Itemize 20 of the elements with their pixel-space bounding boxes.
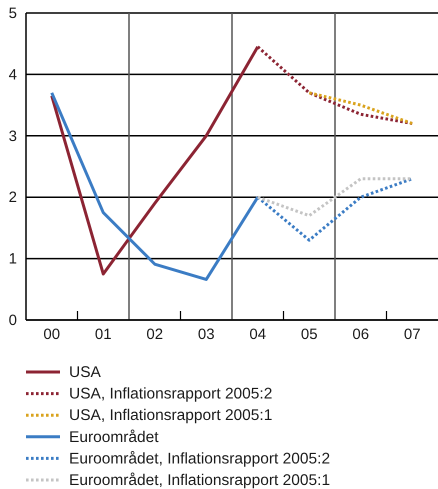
legend-label: USA — [69, 364, 102, 381]
y-tick-label: 0 — [8, 312, 17, 329]
x-tick-label: 03 — [198, 326, 215, 343]
x-tick-label: 02 — [146, 326, 164, 343]
y-tick-label: 1 — [8, 250, 17, 268]
x-tick-label: 05 — [300, 326, 318, 343]
x-tick-label: 07 — [404, 326, 421, 343]
legend-label: Euroområdet, Inflationsrapport 2005:2 — [69, 450, 330, 468]
legend-label: Euroområdet, Inflationsrapport 2005:1 — [69, 472, 330, 489]
y-tick-label: 3 — [8, 128, 17, 145]
y-tick-label: 4 — [8, 66, 17, 84]
legend-label: Euroområdet — [69, 428, 160, 446]
x-tick-label: 06 — [352, 326, 370, 343]
y-tick-label: 2 — [8, 189, 17, 206]
x-tick-label: 04 — [249, 326, 266, 343]
legend-label: USA, Inflationsrapport 2005:1 — [69, 407, 272, 424]
legend-label: USA, Inflationsrapport 2005:2 — [69, 386, 272, 403]
y-tick-label: 5 — [8, 5, 17, 22]
x-tick-label: 00 — [43, 326, 60, 343]
x-tick-label: 01 — [94, 326, 112, 343]
